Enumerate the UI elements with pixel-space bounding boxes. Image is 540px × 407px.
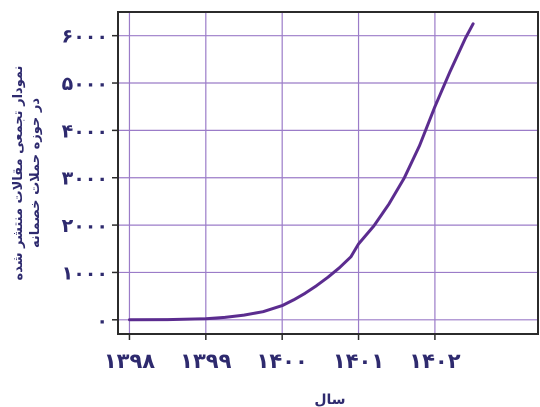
grid-lines (118, 12, 538, 334)
x-tick-label: ۱۴۰۲ (409, 349, 460, 373)
y-tick-label: ۶۰۰۰ (62, 26, 108, 48)
series-line (128, 22, 475, 322)
y-tick-label: ۳۰۰۰ (62, 168, 108, 190)
y-axis-ticks: ۰ ۱۰۰۰ ۲۰۰۰ ۳۰۰۰ ۴۰۰۰ ۵۰۰۰ ۶۰۰۰ (62, 26, 118, 332)
x-tick-label: ۱۳۹۸ (104, 349, 155, 373)
y-tick-label: ۰ (96, 310, 108, 332)
x-axis-label: سال (314, 392, 345, 407)
plot-frame (117, 11, 539, 335)
y-tick-label: ۲۰۰۰ (62, 215, 108, 237)
y-tick-label: ۱۰۰۰ (62, 262, 108, 284)
y-tick-label: ۴۰۰۰ (62, 120, 108, 142)
x-tick-label: ۱۳۹۹ (180, 349, 231, 373)
y-tick-label: ۵۰۰۰ (62, 73, 108, 95)
x-tick-label: ۱۴۰۰ (257, 349, 308, 373)
y-axis-label-line-1: نمودار تجمعی مقالات منتشر شده (11, 66, 26, 281)
y-axis-label-line-2: در حوزه حملات خصمانه (28, 98, 43, 248)
x-axis-ticks: ۱۳۹۸ ۱۳۹۹ ۱۴۰۰ ۱۴۰۱ ۱۴۰۲ (104, 334, 461, 373)
x-tick-label: ۱۴۰۱ (333, 349, 384, 373)
